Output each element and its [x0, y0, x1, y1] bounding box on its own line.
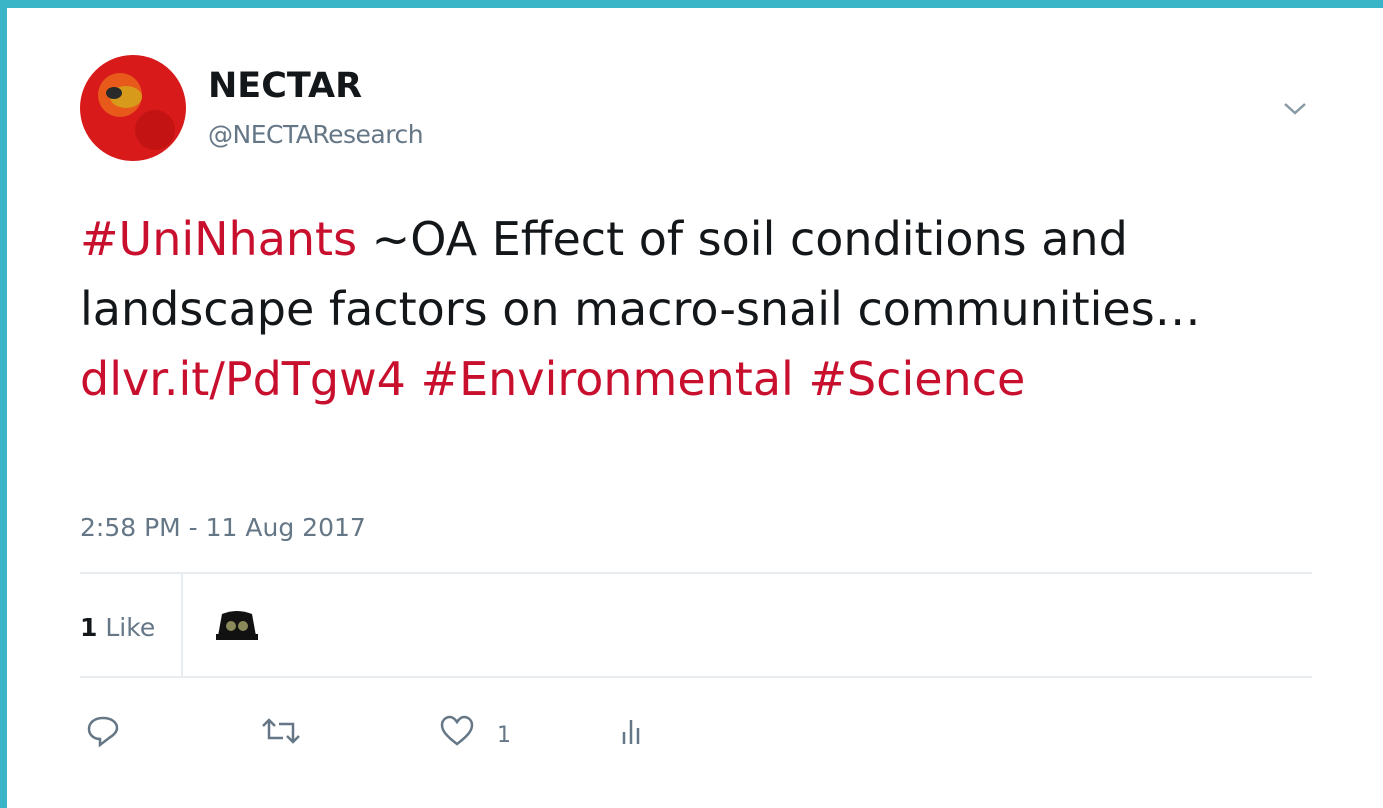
tweet-card: NECTAR @NECTAResearch #UniNhants ~OA Eff… [7, 8, 1383, 808]
analytics-icon[interactable] [619, 718, 645, 746]
tweet-segment [406, 352, 421, 406]
reply-icon[interactable] [85, 713, 121, 749]
likes-stat[interactable]: 1 Like [80, 613, 155, 642]
tweet-text: #UniNhants ~OA Effect of soil conditions… [80, 204, 1330, 414]
likes-count: 1 [80, 613, 97, 642]
divider [80, 572, 1312, 574]
handle[interactable]: @NECTAResearch [208, 120, 423, 149]
like-icon[interactable] [439, 715, 475, 747]
tweet-segment[interactable]: #Science [808, 352, 1025, 406]
like-count: 1 [497, 723, 511, 748]
retweet-icon[interactable] [259, 716, 303, 746]
tweet-segment[interactable]: #Environmental [421, 352, 794, 406]
display-name[interactable]: NECTAR [208, 66, 362, 106]
tweet-segment[interactable]: dlvr.it/PdTgw4 [80, 352, 406, 406]
tweet-segment [794, 352, 809, 406]
divider [80, 676, 1312, 678]
liker-avatar[interactable] [212, 606, 262, 646]
avatar[interactable] [80, 55, 186, 161]
tweet-segment[interactable]: #UniNhants [80, 212, 357, 266]
page: NECTAR @NECTAResearch #UniNhants ~OA Eff… [0, 0, 1383, 808]
likes-label: Like [105, 613, 155, 642]
timestamp[interactable]: 2:58 PM - 11 Aug 2017 [80, 513, 366, 542]
divider [181, 574, 183, 677]
menu-chevron[interactable] [1282, 100, 1308, 118]
